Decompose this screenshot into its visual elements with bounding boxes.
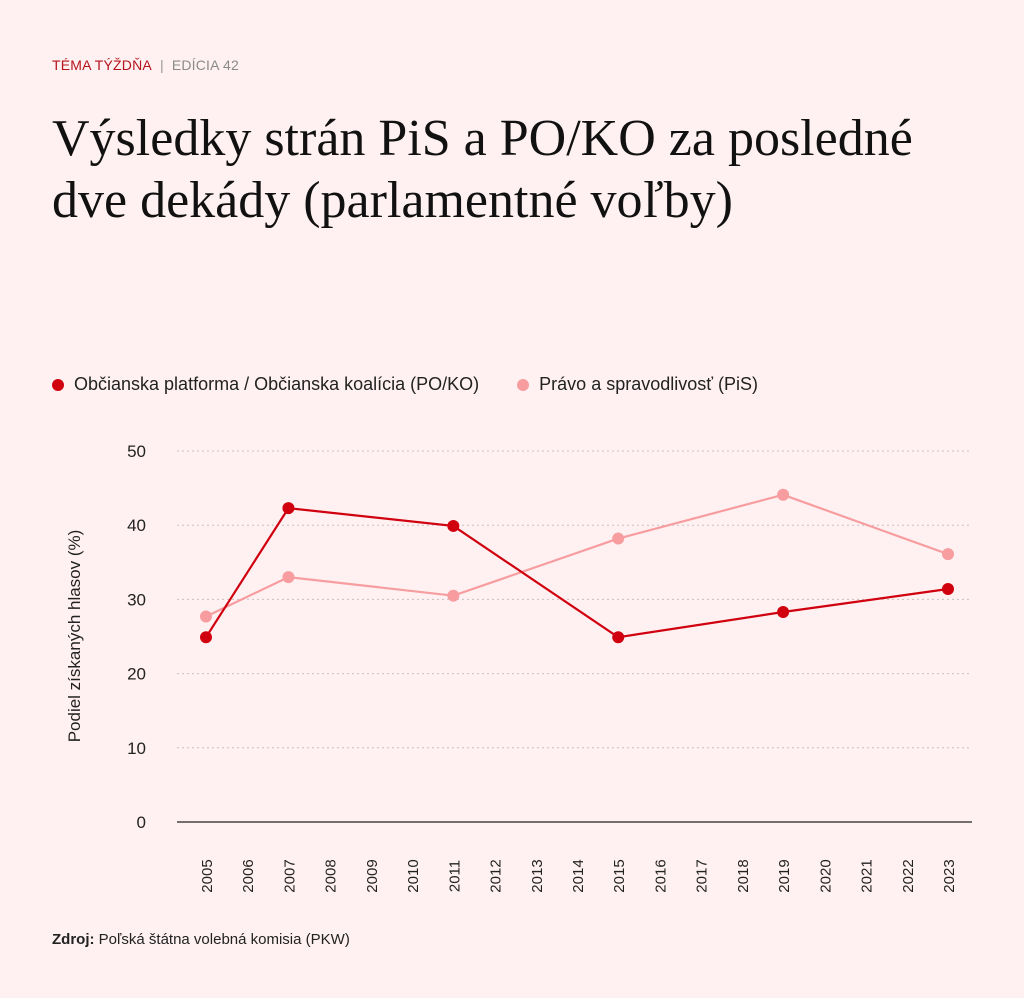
data-point-pis bbox=[942, 548, 954, 561]
x-tick-label: 2022 bbox=[900, 859, 917, 892]
edition-label: EDÍCIA 42 bbox=[171, 57, 239, 73]
data-point-po-ko bbox=[200, 631, 212, 644]
y-axis-label: Podiel získaných hlasov (%) bbox=[65, 530, 84, 743]
source-label: Zdroj: bbox=[52, 931, 95, 948]
source-note: Zdroj: Poľská štátna volebná komisia (PK… bbox=[52, 931, 350, 948]
y-tick-label: 30 bbox=[127, 590, 146, 609]
legend-item-pis: Právo a spravodlivosť (PiS) bbox=[517, 374, 758, 395]
x-tick-label: 2023 bbox=[941, 859, 958, 892]
data-point-pis bbox=[612, 532, 625, 545]
legend-label: Občianska platforma / Občianska koalícia… bbox=[74, 374, 480, 394]
kicker: TÉMA TÝŽDŇA | EDÍCIA 42 bbox=[52, 57, 239, 73]
x-tick-label: 2006 bbox=[240, 859, 257, 892]
separator: | bbox=[159, 57, 164, 73]
series-line-pis bbox=[205, 493, 949, 618]
x-tick-label: 2021 bbox=[859, 859, 876, 892]
x-tick-label: 2018 bbox=[735, 859, 752, 892]
x-tick-label: 2009 bbox=[364, 859, 381, 892]
data-point-pis bbox=[282, 571, 295, 584]
x-tick-label: 2020 bbox=[817, 859, 834, 892]
topic-label: TÉMA TÝŽDŇA bbox=[52, 57, 152, 73]
data-point-pis bbox=[200, 610, 212, 623]
y-tick-label: 10 bbox=[127, 739, 146, 758]
x-tick-label: 2008 bbox=[323, 859, 340, 892]
legend-swatch bbox=[52, 378, 64, 391]
series-line-po-ko bbox=[205, 506, 949, 639]
page-title: Výsledky strán PiS a PO/KO za posledné d… bbox=[52, 110, 913, 229]
legend-swatch bbox=[517, 378, 530, 391]
legend-label: Právo a spravodlivosť (PiS) bbox=[539, 374, 759, 394]
legend-item-po-ko: Občianska platforma / Občianska koalícia… bbox=[52, 374, 479, 395]
x-tick-label: 2013 bbox=[529, 859, 546, 892]
data-point-pis bbox=[777, 488, 790, 501]
data-point-po-ko bbox=[777, 606, 790, 619]
x-tick-label: 2015 bbox=[611, 859, 628, 892]
data-point-po-ko bbox=[447, 519, 460, 532]
data-point-po-ko bbox=[942, 583, 954, 596]
source-text: Poľská štátna volebná komisia (PKW) bbox=[98, 931, 350, 948]
data-point-po-ko bbox=[612, 631, 625, 644]
y-tick-label: 40 bbox=[127, 516, 146, 535]
x-tick-label: 2017 bbox=[694, 859, 711, 892]
x-tick-label: 2014 bbox=[570, 859, 587, 892]
chart-legend: Občianska platforma / Občianska koalícia… bbox=[52, 374, 758, 395]
x-tick-label: 2005 bbox=[199, 859, 216, 892]
x-tick-label: 2019 bbox=[776, 859, 793, 892]
x-tick-label: 2010 bbox=[405, 859, 422, 892]
data-point-pis bbox=[447, 589, 460, 602]
y-tick-label: 50 bbox=[127, 442, 146, 461]
x-tick-label: 2012 bbox=[488, 859, 505, 892]
y-tick-label: 20 bbox=[127, 665, 146, 684]
data-point-po-ko bbox=[282, 502, 295, 515]
x-tick-label: 2016 bbox=[652, 859, 669, 892]
x-tick-label: 2007 bbox=[281, 859, 298, 892]
y-tick-label: 0 bbox=[137, 813, 146, 832]
x-tick-label: 2011 bbox=[446, 860, 463, 892]
